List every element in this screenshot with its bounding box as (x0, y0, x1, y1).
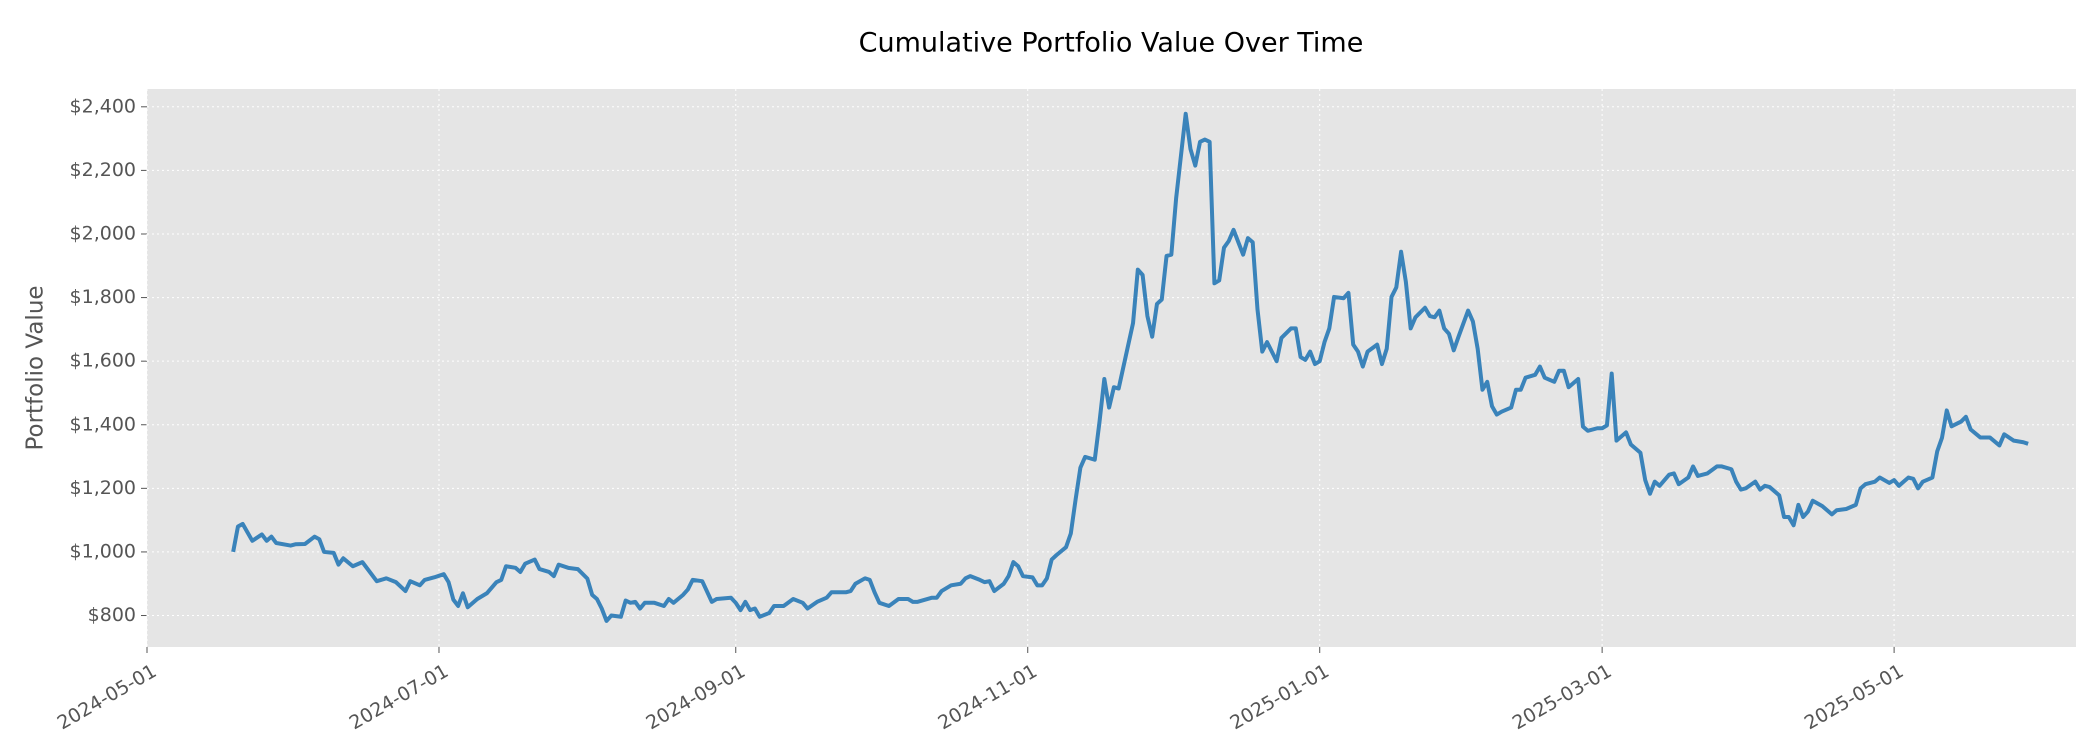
y-tick-label: $800 (88, 604, 136, 626)
y-tick-label: $1,200 (70, 477, 136, 499)
y-tick-label: $1,600 (70, 350, 136, 372)
y-tick-label: $1,800 (70, 286, 136, 308)
y-tick-label: $1,000 (70, 540, 136, 562)
x-tick-label: 2024-09-01 (642, 660, 749, 734)
plot-area (147, 89, 2076, 647)
x-tick-label: 2024-11-01 (934, 660, 1041, 734)
x-tick-label: 2025-03-01 (1509, 660, 1616, 734)
y-tick-label: $2,000 (70, 222, 136, 244)
y-tick-label: $2,200 (70, 159, 136, 181)
x-tick-label: 2025-01-01 (1226, 660, 1333, 734)
chart-title: Cumulative Portfolio Value Over Time (859, 28, 1364, 59)
x-tick-label: 2024-07-01 (346, 660, 453, 734)
data-line (231, 111, 2029, 623)
y-tick-label: $2,400 (70, 95, 136, 117)
y-tick-label: $1,400 (70, 413, 136, 435)
x-tick-label: 2024-05-01 (54, 660, 161, 734)
y-axis-label: Portfolio Value (23, 285, 49, 450)
x-tick-label: 2025-05-01 (1801, 660, 1908, 734)
